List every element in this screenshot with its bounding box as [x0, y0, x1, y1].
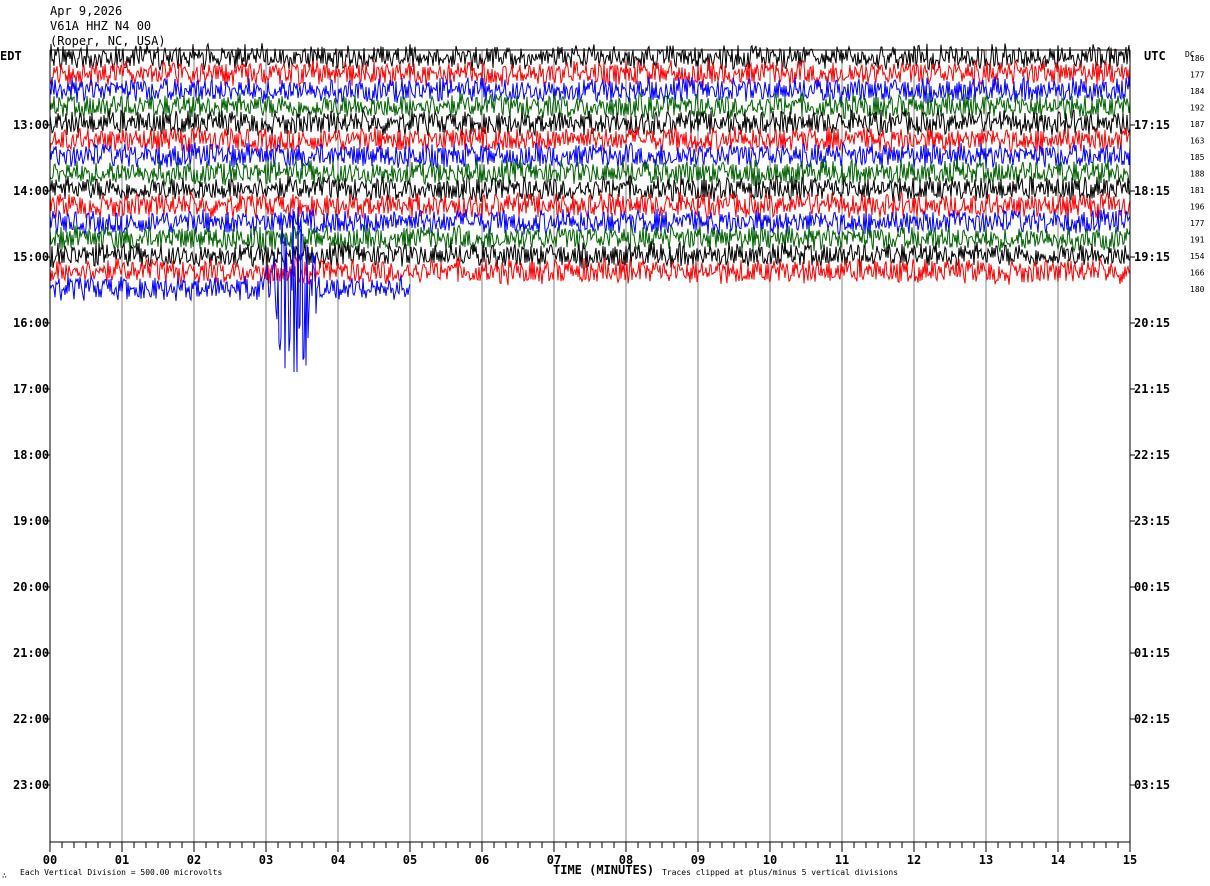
- dc-offset-label: 185: [1190, 153, 1205, 162]
- dc-offset-label: 180: [1190, 285, 1205, 294]
- left-hour-label: 15:00: [13, 250, 49, 264]
- dc-offset-label: 177: [1190, 71, 1205, 80]
- right-hour-label: 20:15: [1134, 316, 1170, 330]
- right-hour-label: 02:15: [1134, 712, 1170, 726]
- seismic-trace-12: [49, 224, 1131, 253]
- seismic-trace-5: [49, 108, 1131, 137]
- right-hour-labels: 17:15 18:15 19:15 20:15 21:15 22:15 23:15 00:15…: [1134, 118, 1170, 792]
- left-hour-label: 21:00: [13, 646, 49, 660]
- x-tick-labels: 00 01 02 03 04 05 06 07 08 09 10 11 12 13 14 15: [43, 853, 1137, 867]
- right-hour-label: 01:15: [1134, 646, 1170, 660]
- seismic-trace-15: [49, 206, 411, 373]
- x-tick-label: 09: [691, 853, 705, 867]
- left-hour-label: 20:00: [13, 580, 49, 594]
- left-timezone-label: EDT: [0, 49, 22, 63]
- left-hour-label: 13:00: [13, 118, 49, 132]
- seismic-trace-2: [49, 59, 1131, 88]
- seismic-trace-7: [49, 141, 1131, 170]
- x-tick-label: 01: [115, 853, 129, 867]
- right-hour-label: 21:15: [1134, 382, 1170, 396]
- left-hour-label: 18:00: [13, 448, 49, 462]
- x-tick-label: 07: [547, 853, 561, 867]
- dc-offset-label: 154: [1190, 252, 1205, 261]
- seismic-trace-3: [49, 75, 1131, 105]
- x-tick-label: 04: [331, 853, 345, 867]
- x-tick-label: 05: [403, 853, 417, 867]
- left-hour-label: 16:00: [13, 316, 49, 330]
- header-station: V61A HHZ N4 00: [50, 19, 152, 33]
- seismic-trace-9: [49, 173, 1131, 203]
- corner-mark: ∴: [2, 871, 7, 880]
- x-tick-label: 06: [475, 853, 489, 867]
- dc-offset-label: 166: [1190, 269, 1205, 278]
- seismic-trace-8: [49, 158, 1131, 187]
- seismic-trace-1: [49, 42, 1131, 72]
- dc-offset-label: 192: [1190, 104, 1205, 113]
- seismic-trace-13: [49, 240, 1131, 269]
- left-hour-label: 19:00: [13, 514, 49, 528]
- left-hour-label: 14:00: [13, 184, 49, 198]
- left-hour-label: 23:00: [13, 778, 49, 792]
- right-timezone-label: UTC: [1144, 49, 1166, 63]
- right-hour-label: 00:15: [1134, 580, 1170, 594]
- x-tick-label: 13: [979, 853, 993, 867]
- clip-note: Traces clipped at plus/minus 5 vertical …: [662, 868, 898, 877]
- right-hour-label: 17:15: [1134, 118, 1170, 132]
- left-hour-label: 22:00: [13, 712, 49, 726]
- seismic-trace-14: [49, 256, 1131, 286]
- seismic-trace-10: [49, 190, 1131, 220]
- right-hour-label: 03:15: [1134, 778, 1170, 792]
- x-tick-label: 11: [835, 853, 849, 867]
- dc-offset-labels: 186 177 184 192 187 163 185 188 181 196 177 191 154 1…: [1190, 54, 1205, 294]
- x-tick-label: 12: [907, 853, 921, 867]
- plot-axes: [45, 49, 1135, 852]
- dc-header-label: DC: [1185, 50, 1195, 59]
- scale-note: Each Vertical Division = 500.00 microvol…: [20, 868, 222, 877]
- left-hour-label: 17:00: [13, 382, 49, 396]
- left-hour-labels: 13:00 14:00 15:00 16:00 17:00 18:00 19:00 20:00…: [13, 118, 49, 792]
- x-tick-label: 14: [1051, 853, 1065, 867]
- dc-offset-label: 177: [1190, 219, 1205, 228]
- x-tick-label: 03: [259, 853, 273, 867]
- x-tick-label: 08: [619, 853, 633, 867]
- x-tick-label: 15: [1123, 853, 1137, 867]
- seismic-trace-11: [49, 208, 1131, 238]
- dc-offset-label: 186: [1190, 54, 1205, 63]
- header-date: Apr 9,2026: [50, 4, 123, 18]
- dc-offset-label: 196: [1190, 203, 1205, 212]
- x-tick-label: 00: [43, 853, 57, 867]
- dc-offset-label: 181: [1190, 186, 1205, 195]
- dc-offset-label: 184: [1190, 87, 1205, 96]
- seismic-traces: [49, 42, 1131, 373]
- x-axis-label: TIME (MINUTES): [553, 863, 654, 877]
- seismic-trace-4: [49, 91, 1131, 121]
- right-hour-label: 19:15: [1134, 250, 1170, 264]
- dc-offset-label: 187: [1190, 120, 1205, 129]
- x-tick-label: 02: [187, 853, 201, 867]
- dc-offset-label: 188: [1190, 170, 1205, 179]
- x-tick-label: 10: [763, 853, 777, 867]
- right-hour-label: 18:15: [1134, 184, 1170, 198]
- minute-gridlines: [121, 50, 1059, 842]
- header-location: (Roper, NC, USA): [50, 34, 166, 48]
- right-hour-label: 23:15: [1134, 514, 1170, 528]
- dc-offset-label: 191: [1190, 236, 1205, 245]
- dc-offset-label: 163: [1190, 137, 1205, 146]
- right-hour-label: 22:15: [1134, 448, 1170, 462]
